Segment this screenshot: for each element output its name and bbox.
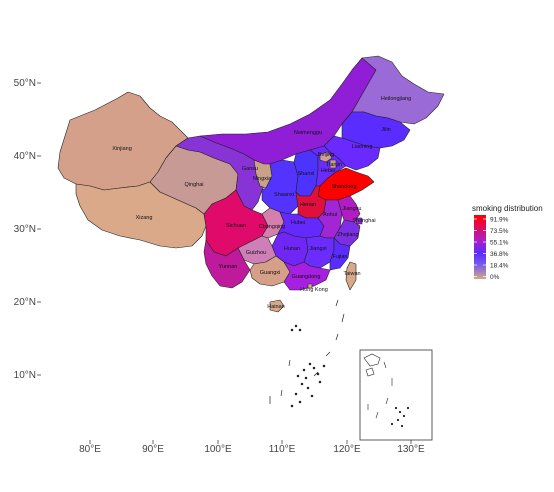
label-yunnan: Yunnan bbox=[219, 264, 238, 270]
label-gansu: Gansu bbox=[242, 166, 258, 172]
label-guizhou: Guizhou bbox=[246, 250, 267, 256]
legend-tick-label: 55.1% bbox=[490, 240, 509, 247]
label-jiangsu: Jiangsu bbox=[343, 206, 362, 212]
label-zhejiang: Zhejiang bbox=[337, 232, 358, 238]
lon-tick-label: 130°E bbox=[397, 444, 425, 455]
lat-tick-label: 30°N bbox=[14, 224, 36, 235]
province-heilongjiang[interactable] bbox=[351, 55, 445, 125]
lat-tick-label: 20°N bbox=[14, 297, 36, 308]
label-sichuan: Sichuan bbox=[226, 223, 246, 229]
legend-tick-label: 73.5% bbox=[490, 228, 509, 235]
label-hongkong: Hong Kong bbox=[300, 287, 328, 293]
label-xinjiang: Xinjiang bbox=[112, 146, 132, 152]
label-chongqing: Chongqing bbox=[259, 224, 286, 230]
label-ningxia: Ningxia bbox=[253, 176, 272, 182]
label-hubei: Hubei bbox=[291, 220, 305, 226]
label-xizang: Xizang bbox=[136, 215, 153, 221]
label-hainan: Hainan bbox=[267, 304, 284, 310]
province-yunnan[interactable] bbox=[203, 239, 251, 289]
legend-colorbar bbox=[474, 215, 486, 279]
legend-tick-label: 91.9% bbox=[490, 217, 509, 224]
label-shanghai: Shanghai bbox=[352, 218, 375, 224]
province-beijing[interactable] bbox=[319, 151, 333, 163]
province-taiwan[interactable] bbox=[345, 261, 357, 291]
label-jilin: Jilin bbox=[381, 127, 390, 133]
province-tianjin[interactable] bbox=[329, 159, 337, 169]
inset-frame bbox=[359, 349, 433, 441]
lat-tick-label: 50°N bbox=[14, 78, 36, 89]
legend-ticks: 91.9% 73.5% 55.1% 36.8% 18.4% 0% bbox=[474, 217, 509, 281]
province-guangdong[interactable] bbox=[283, 261, 331, 291]
legend-tick-label: 18.4% bbox=[490, 263, 509, 270]
label-neimenggu: Neimenggu bbox=[294, 130, 322, 136]
lon-tick-label: 100°E bbox=[204, 444, 232, 455]
province-hongkong[interactable] bbox=[307, 283, 313, 289]
legend-tick-label: 0% bbox=[490, 274, 500, 281]
label-liaoning: Liaoning bbox=[352, 144, 373, 150]
label-fujian: Fujian bbox=[333, 254, 348, 260]
legend-tick-label: 36.8% bbox=[490, 251, 509, 258]
provinces-layer bbox=[57, 55, 445, 313]
lon-tick-label: 80°E bbox=[79, 444, 101, 455]
label-guangxi: Guangxi bbox=[260, 270, 281, 276]
label-qinghai: Qinghai bbox=[185, 182, 204, 188]
label-anhui: Anhui bbox=[323, 212, 337, 218]
label-tianjin: Tianjin bbox=[326, 162, 342, 168]
label-shaanxi: Shaanxi bbox=[274, 192, 294, 198]
south-china-sea-islands bbox=[269, 299, 345, 408]
label-beijing: Beijing bbox=[318, 152, 335, 158]
lat-tick-label: 10°N bbox=[14, 370, 36, 381]
label-guangdong: Guangdong bbox=[292, 274, 321, 280]
label-henan: Henan bbox=[300, 202, 316, 208]
lat-tick-label: 40°N bbox=[14, 151, 36, 162]
label-jiangxi: Jiangxi bbox=[309, 246, 326, 252]
province-hainan[interactable] bbox=[269, 299, 285, 313]
province-guizhou[interactable] bbox=[237, 235, 277, 265]
lon-tick-label: 110°E bbox=[269, 444, 296, 455]
lon-tick-label: 120°E bbox=[333, 444, 361, 455]
south-china-sea-inset bbox=[359, 349, 433, 441]
province-xizang[interactable] bbox=[75, 181, 207, 249]
label-shanxi: Shanxi bbox=[298, 171, 315, 177]
lon-axis: 80°E 90°E 100°E 110°E 120°E 130°E bbox=[79, 440, 425, 455]
label-taiwan: Taiwan bbox=[343, 271, 360, 277]
label-heilongjiang: Heilongjiang bbox=[381, 96, 411, 102]
province-fujian[interactable] bbox=[329, 237, 351, 271]
label-hebei: Hebei bbox=[321, 168, 335, 174]
lat-axis: 50°N 40°N 30°N 20°N 10°N bbox=[14, 78, 41, 381]
legend-title: smoking distribution bbox=[472, 204, 543, 213]
label-shandong: Shandong bbox=[331, 184, 356, 190]
province-labels: Xinjiang Xizang Qinghai Gansu Neimenggu … bbox=[112, 96, 411, 310]
legend: smoking distribution 91.9% 73.5% 55.1% bbox=[472, 204, 543, 281]
lon-tick-label: 90°E bbox=[142, 444, 164, 455]
label-hunan: Hunan bbox=[284, 246, 300, 252]
province-jiangxi[interactable] bbox=[303, 235, 335, 269]
province-shanghai[interactable] bbox=[355, 217, 363, 225]
